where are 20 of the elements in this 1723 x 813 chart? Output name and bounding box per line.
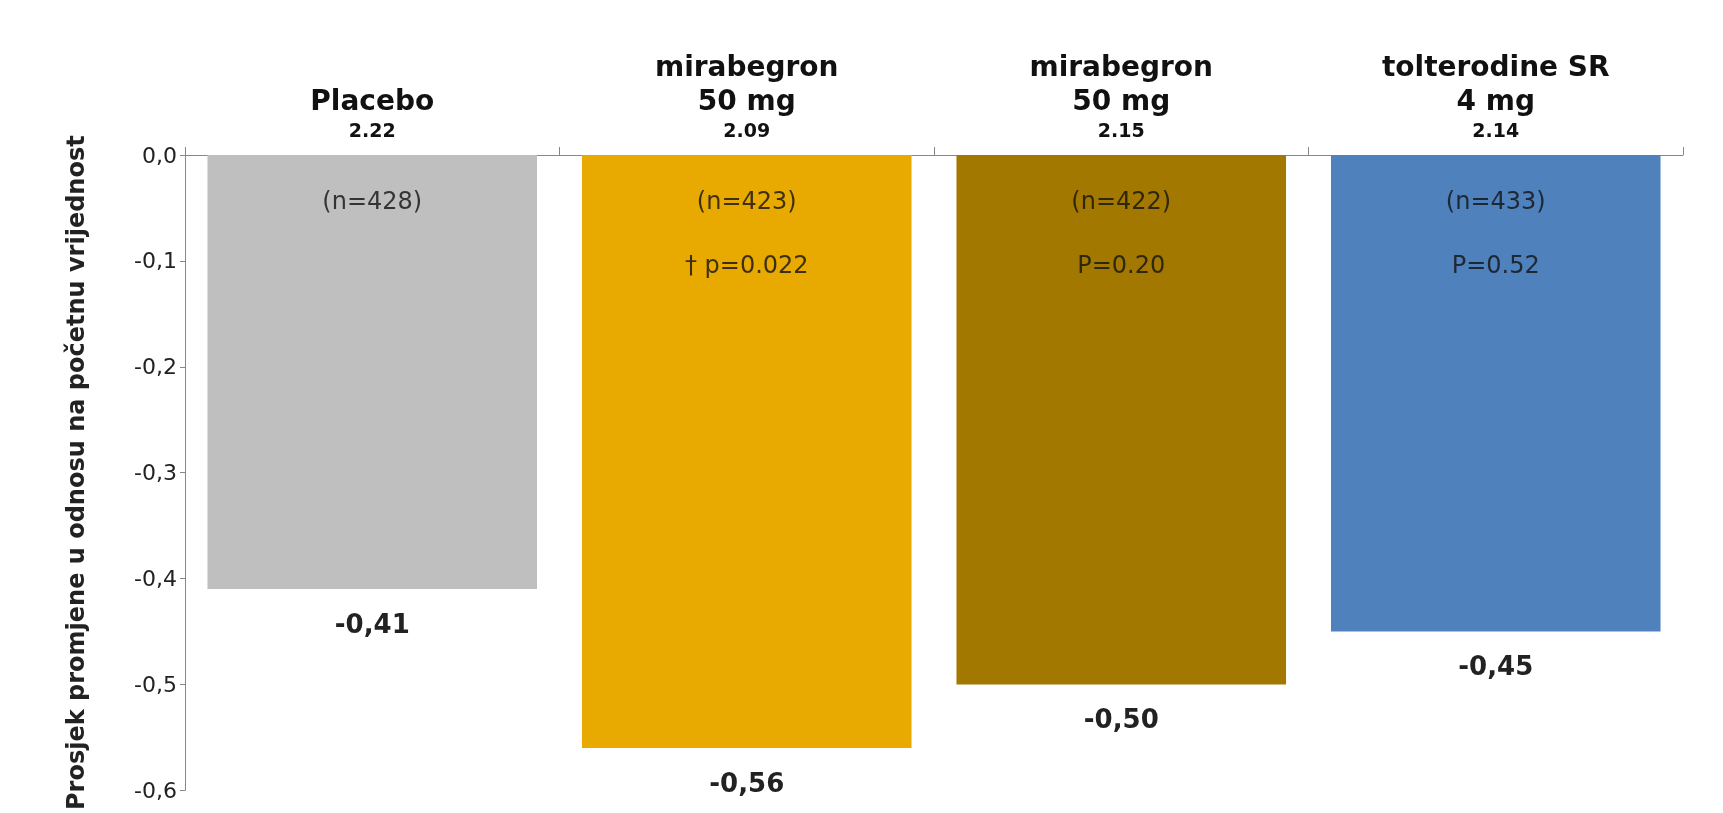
data-label: -0,56 (709, 767, 785, 798)
text: (n=433) P=0.52 (1445, 187, 1546, 279)
y-tick-label: -0,3 (134, 460, 177, 486)
y-tick-label: -0,1 (134, 248, 177, 274)
y-tick-label: 0,0 (142, 142, 177, 168)
data-label: -0,45 (1458, 651, 1534, 682)
y-tick-label: -0,2 (134, 354, 177, 380)
y-tick-label: -0,6 (134, 777, 177, 803)
x-tick-label: mirabegron 50 mg 2.09 (654, 49, 839, 141)
y-tick-label: -0,4 (134, 566, 177, 592)
x-tick-label: Placebo 2.22 (310, 83, 435, 141)
y-axis-title: Prosjek promjene u odnosu na početnu vrijednost (62, 135, 90, 810)
y-tick-label: -0,5 (134, 671, 177, 697)
annotation: (n=428) (322, 187, 423, 215)
data-label: -0,50 (1083, 704, 1159, 735)
text: (n=422) P=0.20 (1071, 187, 1172, 279)
data-label: -0,41 (334, 609, 410, 640)
x-tick-label: mirabegron 50 mg 2.15 (1029, 49, 1214, 141)
x-tick-label: tolterodine SR 4 mg 2.14 (1381, 49, 1610, 141)
text: (n=423) † p=0.022 (684, 187, 809, 279)
